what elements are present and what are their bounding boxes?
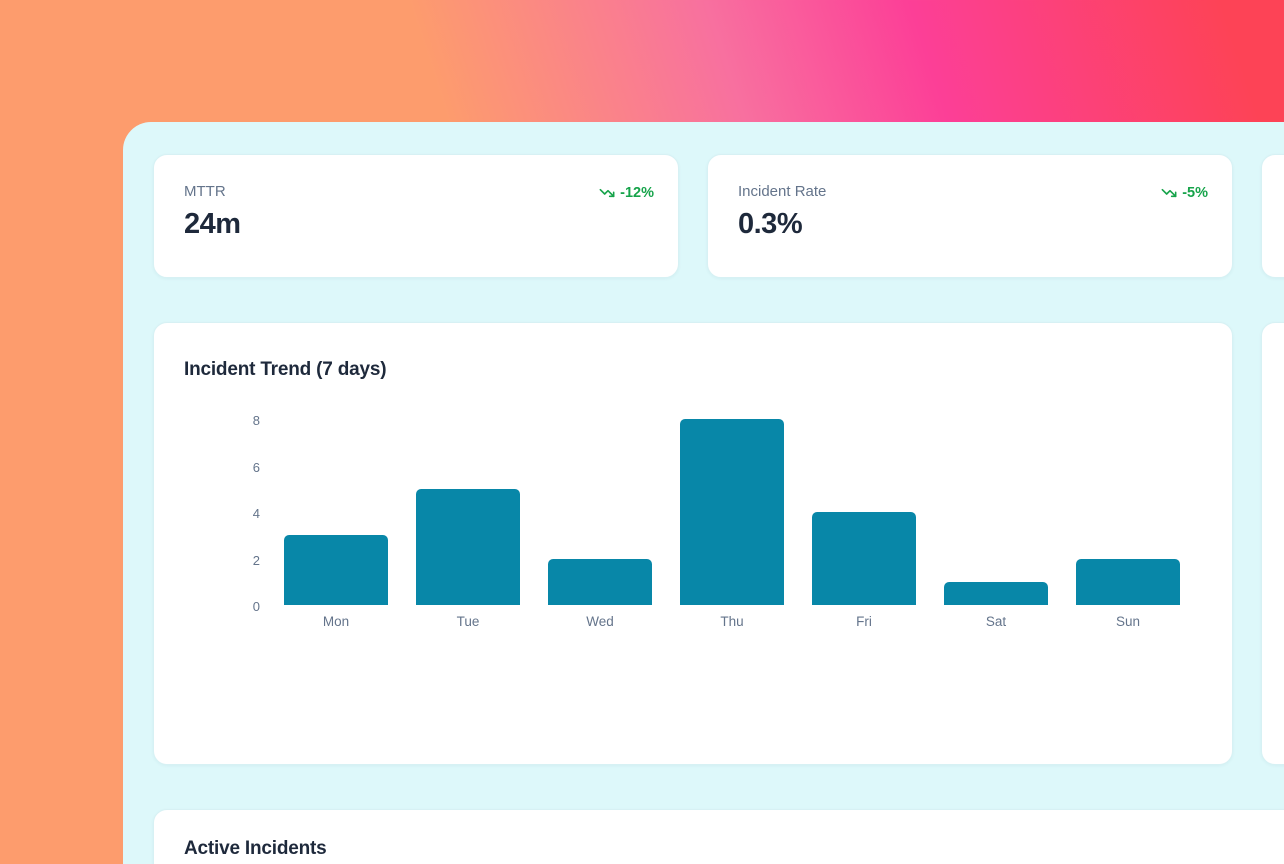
stat-label: Incident Rate: [738, 183, 827, 200]
chart-title: Incident Trend (7 days): [184, 359, 387, 380]
x-tick-label: Tue: [456, 614, 480, 629]
bar-tue[interactable]: [416, 488, 520, 605]
active-incidents-card: Active Incidents: [153, 809, 1284, 864]
bar-sun[interactable]: [1076, 558, 1180, 605]
y-axis: 8 6 4 2 0: [184, 414, 260, 613]
stat-delta-value: -12%: [620, 185, 654, 201]
stat-text-block: Incident Rate 0.3%: [738, 183, 826, 241]
bar-column: Tue: [416, 488, 520, 630]
stat-card-mttr: MTTR 24m -12%: [153, 154, 679, 278]
stat-value: 24m: [184, 208, 241, 240]
x-tick-label: Wed: [586, 614, 614, 629]
bar-wed[interactable]: [548, 558, 652, 605]
x-tick-label: Sun: [1115, 614, 1141, 629]
bar-thu[interactable]: [680, 419, 784, 605]
bar-chart: Mon Tue Wed Thu Fri Sat Sun: [284, 419, 1180, 630]
trending-down-icon: [599, 185, 615, 201]
stat-label: MTTR: [184, 183, 226, 200]
bar-column: Wed: [548, 558, 652, 631]
bar-column: Fri: [812, 512, 916, 630]
stat-delta-value: -5%: [1182, 185, 1208, 201]
stat-card-clipped: [1261, 154, 1284, 278]
x-tick-label: Mon: [322, 614, 350, 629]
bar-column: Thu: [680, 419, 784, 630]
x-tick-label: Thu: [720, 614, 744, 629]
stat-delta-badge: -12%: [599, 185, 654, 201]
y-tick-label: 8: [252, 413, 260, 428]
stat-delta-badge: -5%: [1161, 185, 1208, 201]
stat-value: 0.3%: [738, 208, 803, 240]
bar-column: Sat: [944, 581, 1048, 630]
chart-area: 8 6 4 2 0 Mon Tue Wed Thu Fri Sat Sun: [184, 414, 1202, 630]
bar-column: Sun: [1076, 558, 1180, 631]
y-tick-label: 4: [252, 506, 260, 521]
y-tick-label: 0: [252, 599, 260, 614]
charts-row: Incident Trend (7 days) 8 6 4 2 0 Mon Tue Wed T…: [153, 322, 1284, 765]
bar-fri[interactable]: [812, 512, 916, 605]
incident-trend-card: Incident Trend (7 days) 8 6 4 2 0 Mon Tue Wed T…: [153, 322, 1233, 765]
stat-card-incident-rate: Incident Rate 0.3% -5%: [707, 154, 1233, 278]
bar-column: Mon: [284, 535, 388, 630]
bar-sat[interactable]: [944, 581, 1048, 605]
x-tick-label: Sat: [985, 614, 1007, 629]
dashboard-panel: MTTR 24m -12% Incident Rate 0.3%: [123, 122, 1284, 864]
stat-text-block: MTTR 24m: [184, 183, 241, 241]
active-incidents-title: Active Incidents: [184, 838, 327, 859]
trending-down-icon: [1161, 185, 1177, 201]
y-tick-label: 6: [252, 459, 260, 475]
bar-mon[interactable]: [284, 535, 388, 605]
stats-row: MTTR 24m -12% Incident Rate 0.3%: [153, 154, 1284, 278]
x-tick-label: Fri: [856, 614, 872, 629]
side-card-clipped: [1261, 322, 1284, 765]
y-tick-label: 2: [252, 552, 260, 568]
